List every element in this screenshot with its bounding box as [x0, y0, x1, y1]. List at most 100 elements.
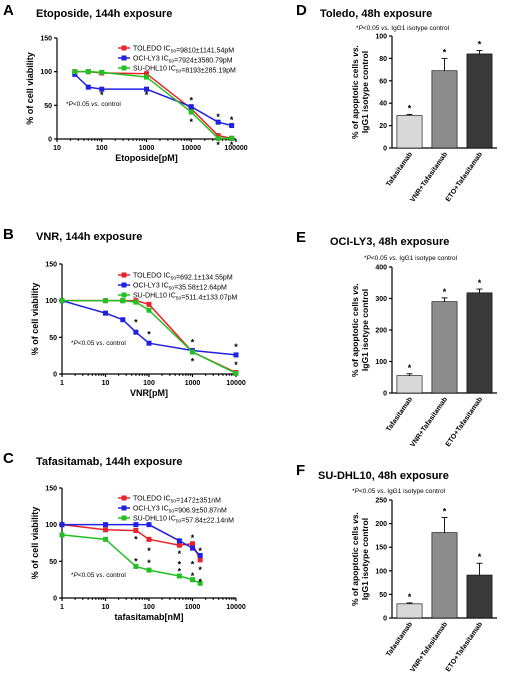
- panel-D: D Toledo, 48h exposure *P<0.05 vs. IgG1 is…: [296, 2, 497, 204]
- data-point: [197, 552, 203, 558]
- significance-star: *: [134, 534, 138, 544]
- series-3: [59, 532, 203, 586]
- significance-star: *: [145, 90, 149, 100]
- legend-entry: TOLEDO IC50=1472±351nM: [133, 496, 221, 505]
- data-point: [190, 541, 195, 547]
- y-tick-label: 60: [379, 78, 387, 85]
- data-point: [103, 522, 108, 528]
- bar: [431, 70, 458, 149]
- data-point: [133, 299, 139, 305]
- data-point: [197, 580, 203, 586]
- legend-marker: [121, 272, 127, 278]
- legend-marker: [121, 65, 127, 71]
- panel-C: C Tafasitamab, 144h exposure 0 50 100 150 1 10 1…: [3, 450, 246, 622]
- data-point: [215, 135, 221, 141]
- data-point: [215, 133, 221, 139]
- data-point: [144, 74, 149, 80]
- bar-group: * VNR+Tafasitamab: [409, 287, 458, 449]
- data-point: [233, 370, 239, 376]
- chart-title: Etoposide, 144h exposure: [36, 8, 172, 20]
- panel-letter: F: [296, 462, 305, 479]
- significance-star: *: [178, 559, 182, 569]
- significance-star: *: [216, 112, 220, 122]
- x-tick-label: 100000: [224, 145, 247, 152]
- data-point: [146, 307, 152, 313]
- y-tick-label: 100: [45, 298, 57, 305]
- bar: [466, 292, 493, 394]
- significance-star: *: [191, 571, 195, 581]
- y-axis-label: % of apoptotic cells vs.IgG1 isotype con…: [350, 283, 370, 377]
- y-tick-label: 400: [375, 265, 387, 272]
- x-tick-label: Tafasitamab: [385, 396, 414, 433]
- data-point: [103, 536, 108, 542]
- significance-star: *: [230, 115, 234, 125]
- series-2: [59, 522, 203, 558]
- data-point: [85, 84, 91, 90]
- significance-note: *P<0.05 vs. IgG1 isotype control: [356, 25, 450, 32]
- data-point: [59, 532, 65, 538]
- bar: [431, 532, 458, 619]
- significance-note: *P<0.05 vs. control: [66, 101, 121, 108]
- legend-marker: [121, 505, 127, 511]
- x-tick-label: 1000: [185, 380, 201, 387]
- y-tick-label: 0: [53, 372, 57, 379]
- bar: [396, 375, 423, 394]
- data-point: [215, 119, 221, 125]
- legend-marker: [121, 515, 127, 521]
- bar: [396, 115, 423, 149]
- y-tick-label: 40: [379, 101, 387, 108]
- x-tick-label: ETO+Tafasitamab: [445, 621, 484, 673]
- data-point: [190, 349, 195, 355]
- significance-star: *: [478, 40, 482, 50]
- y-tick-label: 50: [49, 559, 57, 566]
- significance-star: *: [147, 546, 151, 556]
- data-point: [59, 522, 65, 528]
- data-point: [229, 135, 235, 141]
- y-tick-label: 250: [375, 498, 387, 505]
- panel-A: A Etoposide, 144h exposure 0 50 100 150 10 100 1…: [3, 2, 248, 163]
- y-tick-label: 0: [383, 616, 387, 623]
- y-axis-label: % of cell viability: [25, 52, 35, 125]
- legend-marker: [121, 55, 127, 61]
- significance-star: *: [147, 558, 151, 568]
- x-axis-label: VNR[pM]: [130, 388, 168, 398]
- x-tick-label: Tafasitamab: [385, 621, 414, 658]
- significance-note: *P<0.05 vs. control: [71, 340, 126, 347]
- y-tick-label: 100: [375, 34, 387, 41]
- significance-note: *P<0.05 vs. IgG1 isotype control: [364, 255, 458, 262]
- bar: [396, 603, 423, 619]
- x-axis-label: tafasitamab[nM]: [114, 612, 183, 622]
- significance-star: *: [100, 90, 104, 100]
- significance-star: *: [443, 47, 447, 57]
- y-tick-label: 0: [53, 596, 57, 603]
- panel-letter: A: [3, 2, 14, 19]
- panel-E: E OCI-LY3, 48h exposure *P<0.05 vs. IgG1 i…: [296, 229, 497, 449]
- data-point: [99, 86, 105, 92]
- bar: [431, 301, 458, 394]
- x-tick-label: 100: [143, 604, 155, 611]
- significance-star: *: [478, 552, 482, 562]
- x-tick-label: 1: [60, 604, 64, 611]
- series-2: [72, 71, 235, 129]
- panel-letter: B: [3, 226, 14, 243]
- chart-title: SU-DHL10, 48h exposure: [318, 470, 449, 482]
- y-axis-label: % of apoptotic cells vs.IgG1 isotype con…: [350, 512, 370, 606]
- y-tick-label: 150: [375, 545, 387, 552]
- y-tick-label: 300: [375, 296, 387, 303]
- x-tick-label: 100: [96, 145, 108, 152]
- y-tick-label: 150: [40, 36, 52, 43]
- y-tick-label: 0: [383, 146, 387, 153]
- y-tick-label: 150: [45, 262, 57, 269]
- significance-star: *: [408, 103, 412, 113]
- y-tick-label: 50: [44, 103, 52, 110]
- series-3: [72, 69, 235, 141]
- data-point: [233, 352, 239, 358]
- y-tick-label: 80: [379, 56, 387, 63]
- data-point: [146, 301, 152, 307]
- significance-star: *: [189, 96, 193, 106]
- significance-star: *: [198, 577, 202, 587]
- chart-title: VNR, 144h exposure: [36, 231, 142, 243]
